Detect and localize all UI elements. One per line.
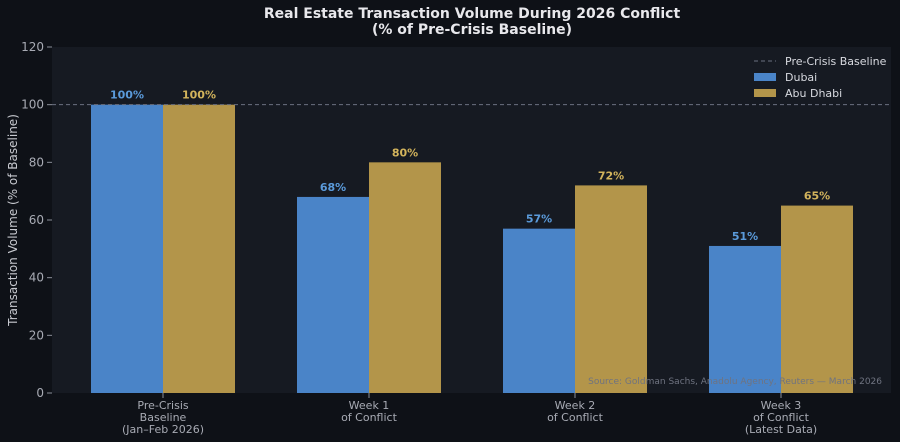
bars — [91, 104, 853, 394]
legend-label: Pre-Crisis Baseline — [785, 55, 887, 68]
bar-dubai — [91, 104, 163, 394]
bar-value-label: 100% — [182, 89, 216, 102]
bar-value-label: 65% — [804, 190, 830, 203]
y-axis: 0 20 40 60 80 100 120 — [21, 40, 52, 400]
bar-value-label: 68% — [320, 181, 346, 194]
bar-value-label: 57% — [526, 213, 552, 226]
source-note: Source: Goldman Sachs, Anadolu Agency, R… — [588, 377, 882, 387]
x-tick-label: Pre-Crisis — [137, 399, 189, 412]
chart-subtitle: (% of Pre-Crisis Baseline) — [372, 22, 572, 38]
legend-swatch-abu-dhabi — [754, 89, 776, 97]
x-tick-label: Week 3 — [761, 399, 802, 412]
y-tick-label: 100 — [21, 98, 44, 112]
bar-abu-dhabi — [163, 104, 235, 394]
x-tick-label: Week 2 — [555, 399, 596, 412]
bar-value-label: 80% — [392, 146, 418, 159]
bar-value-label: 100% — [110, 89, 144, 102]
y-tick-label: 80 — [29, 155, 44, 169]
x-tick-label: Baseline — [140, 411, 187, 424]
x-tick-label: of Conflict — [753, 411, 810, 424]
y-tick-label: 0 — [36, 386, 44, 400]
bar-dubai — [709, 245, 781, 393]
legend-swatch-dubai — [754, 73, 776, 81]
bar-dubai — [503, 228, 575, 393]
legend: Pre-Crisis Baseline Dubai Abu Dhabi — [754, 55, 887, 100]
bar-abu-dhabi — [575, 185, 647, 393]
chart-title: Real Estate Transaction Volume During 20… — [264, 6, 681, 22]
x-tick-label: Week 1 — [349, 399, 390, 412]
bar-abu-dhabi — [369, 162, 441, 393]
bar-abu-dhabi — [781, 205, 853, 393]
x-tick-label: of Conflict — [341, 411, 398, 424]
x-tick-label: of Conflict — [547, 411, 604, 424]
y-axis-label: Transaction Volume (% of Baseline) — [6, 114, 20, 327]
y-tick-label: 40 — [29, 271, 44, 285]
value-labels: 100% 100% 68% 80% 57% 72% 51% 65% — [110, 89, 830, 243]
y-tick-label: 20 — [29, 328, 44, 342]
legend-label: Dubai — [785, 71, 817, 84]
x-tick-label: (Latest Data) — [745, 423, 817, 436]
y-tick-label: 120 — [21, 40, 44, 54]
bar-value-label: 72% — [598, 169, 624, 182]
legend-label: Abu Dhabi — [785, 87, 842, 100]
bar-value-label: 51% — [732, 230, 758, 243]
x-tick-label: (Jan–Feb 2026) — [122, 423, 204, 436]
y-tick-label: 60 — [29, 213, 44, 227]
bar-dubai — [297, 196, 369, 393]
